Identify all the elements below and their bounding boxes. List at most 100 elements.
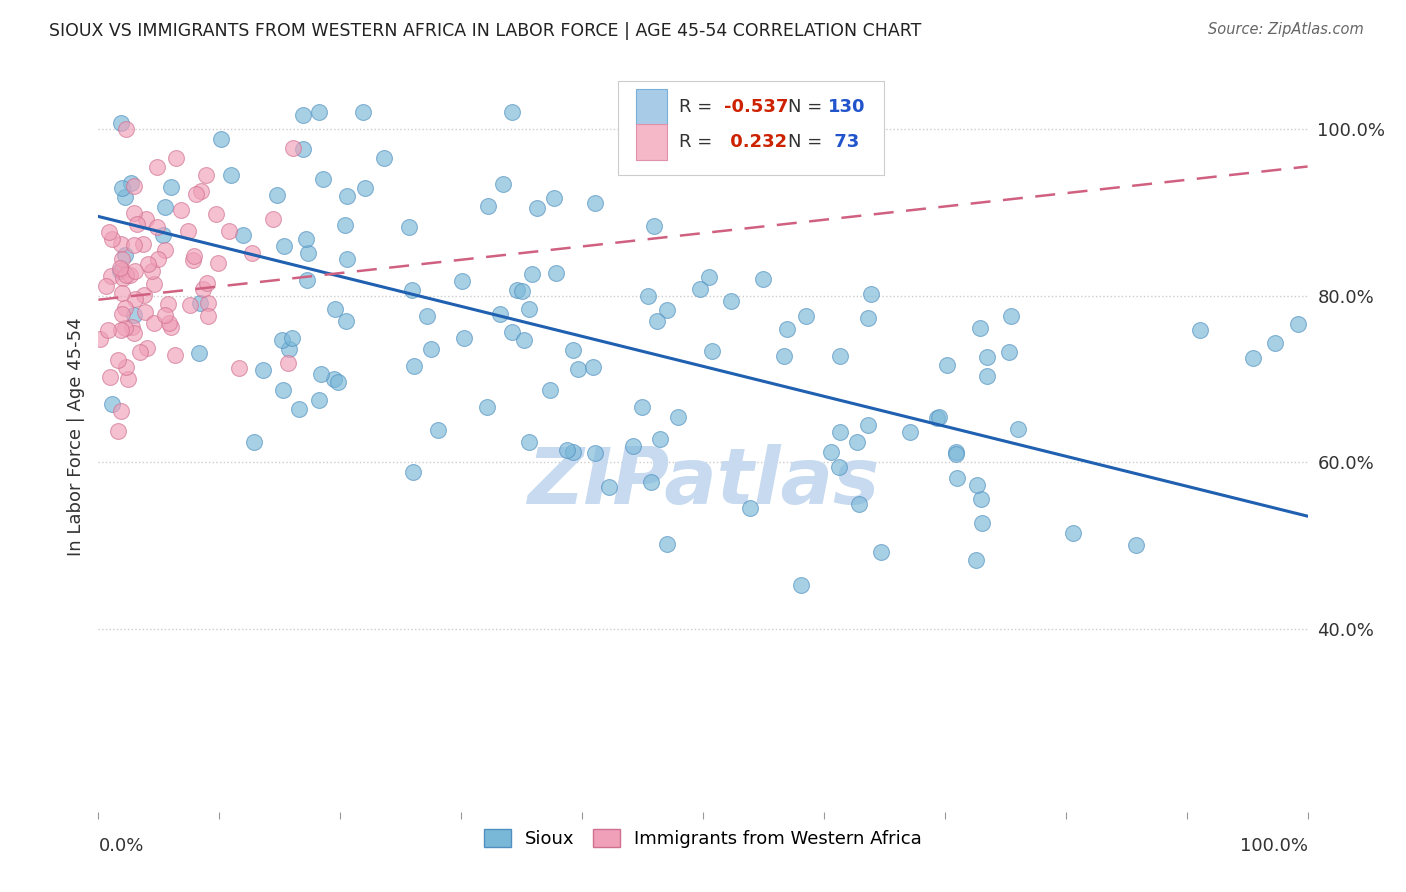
Point [111, 181, 134, 195]
Point [697, 270, 720, 285]
Point [969, 321, 991, 335]
Point [820, 445, 842, 459]
Point [122, 178, 145, 193]
Point [297, 273, 319, 287]
Point [846, 434, 869, 449]
Point [519, 301, 541, 316]
Point [118, 268, 141, 283]
Point [136, 342, 159, 356]
Point [561, 343, 583, 358]
Point [124, 308, 146, 322]
Point [262, 211, 284, 226]
Point [114, 248, 136, 262]
Point [134, 305, 156, 319]
Point [501, 325, 523, 339]
Text: ZIPatlas: ZIPatlas [527, 444, 879, 520]
Point [398, 220, 420, 235]
Point [232, 227, 254, 242]
Point [197, 309, 219, 323]
Point [1241, 351, 1264, 365]
Point [114, 360, 136, 375]
Point [101, 232, 124, 246]
Point [115, 268, 138, 282]
Point [583, 446, 606, 460]
Text: -0.537: -0.537 [724, 97, 787, 116]
Point [648, 432, 671, 446]
Point [115, 121, 138, 136]
Point [197, 295, 219, 310]
Point [419, 342, 441, 356]
Point [110, 236, 132, 251]
Point [219, 168, 242, 182]
Point [283, 141, 305, 155]
Point [828, 459, 851, 474]
Point [111, 286, 134, 301]
Point [828, 349, 851, 363]
Point [295, 232, 318, 246]
Point [796, 309, 818, 323]
Point [277, 342, 299, 356]
Point [153, 243, 176, 257]
Point [114, 321, 136, 335]
Point [122, 206, 145, 220]
Point [561, 445, 583, 459]
Point [402, 465, 425, 479]
Point [655, 537, 678, 551]
Point [856, 417, 879, 432]
Point [228, 360, 250, 375]
Point [94, 279, 117, 293]
Point [976, 350, 998, 364]
Point [645, 314, 668, 328]
Point [1188, 323, 1211, 337]
Point [373, 151, 395, 165]
Text: 100.0%: 100.0% [1240, 837, 1308, 855]
Point [326, 376, 349, 390]
Point [976, 369, 998, 384]
Point [280, 331, 302, 345]
Point [252, 363, 274, 377]
Point [945, 445, 967, 459]
Point [1286, 317, 1309, 331]
Point [273, 239, 295, 253]
Point [526, 201, 548, 215]
Point [163, 348, 186, 362]
Point [121, 319, 143, 334]
Point [117, 371, 139, 385]
Point [100, 370, 122, 384]
Point [190, 184, 212, 198]
Point [292, 142, 315, 156]
Point [100, 268, 122, 283]
Point [177, 224, 200, 238]
Point [110, 261, 132, 276]
Text: 130: 130 [828, 97, 865, 116]
Point [266, 188, 288, 202]
Point [333, 218, 356, 232]
Point [522, 267, 544, 281]
Point [97, 323, 120, 337]
Point [146, 219, 169, 234]
Point [544, 266, 567, 280]
Point [491, 178, 513, 192]
Point [157, 316, 180, 330]
Point [970, 516, 993, 530]
Point [689, 282, 711, 296]
Point [111, 271, 134, 285]
Point [107, 424, 129, 438]
Point [965, 553, 987, 567]
Point [308, 392, 330, 407]
Point [856, 310, 879, 325]
Point [153, 308, 176, 322]
Point [209, 132, 232, 146]
Point [567, 362, 589, 376]
Point [141, 263, 163, 277]
Point [111, 307, 134, 321]
Point [153, 201, 176, 215]
Point [124, 292, 146, 306]
Point [928, 409, 950, 424]
Point [205, 207, 228, 221]
Point [184, 186, 207, 201]
Point [637, 289, 659, 303]
Point [323, 301, 346, 316]
Point [98, 225, 121, 239]
Point [101, 397, 124, 411]
